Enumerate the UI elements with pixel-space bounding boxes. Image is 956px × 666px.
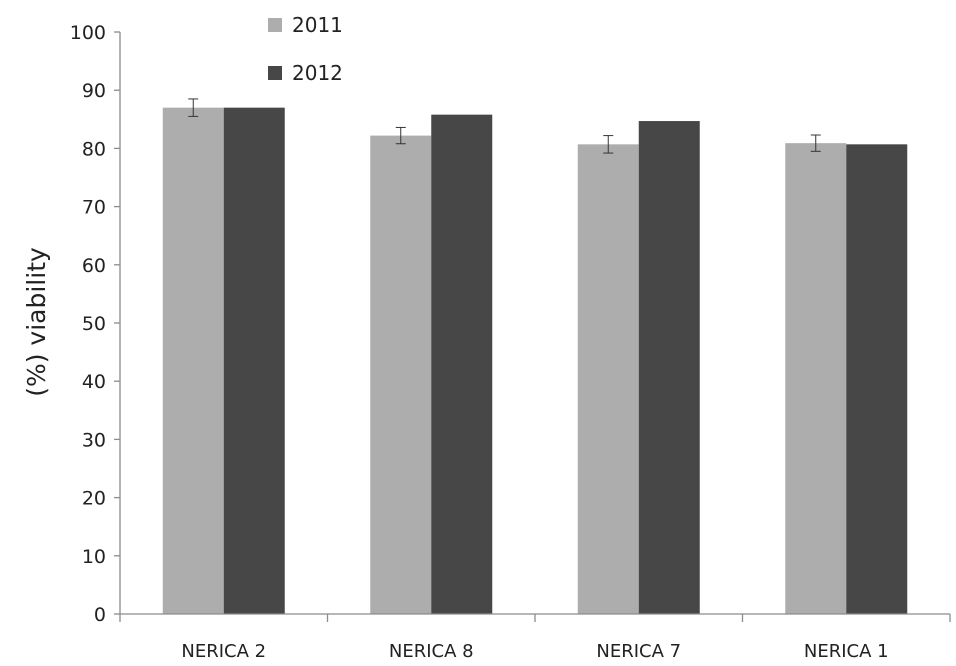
legend-label-2012: 2012 — [292, 61, 343, 85]
y-tick-label: 80 — [82, 138, 106, 160]
bar-2012-nerica-2 — [223, 107, 285, 614]
bars-group — [162, 107, 908, 615]
bar-2011-nerica-2 — [162, 107, 224, 614]
legend-label-2011: 2011 — [292, 13, 343, 37]
legend-swatch-2011 — [268, 18, 282, 32]
bar-2011-nerica-1 — [785, 143, 847, 615]
y-tick-label: 70 — [82, 197, 106, 219]
bar-2012-nerica-8 — [431, 114, 493, 615]
y-tick-label: 40 — [82, 371, 106, 393]
x-tick-label: NERICA 8 — [389, 641, 474, 662]
y-tick-label: 30 — [82, 429, 106, 451]
bar-2012-nerica-7 — [638, 121, 700, 615]
error-bars-group — [188, 98, 821, 154]
y-axis-label: (%) viability — [22, 247, 51, 397]
bar-2011-nerica-8 — [370, 135, 432, 614]
x-tick-label: NERICA 2 — [181, 641, 266, 662]
y-tick-label: 0 — [94, 604, 106, 626]
y-tick-label: 60 — [82, 255, 106, 277]
y-tick-label: 10 — [82, 546, 106, 568]
y-tick-label: 100 — [70, 22, 106, 44]
y-tick-label: 50 — [82, 313, 106, 335]
axes-group: 0 10 20 30 40 50 60 70 80 90 100 NERICA 2 NERICA 8 NE… — [70, 22, 951, 662]
bar-2011-nerica-7 — [577, 144, 639, 615]
y-tick-label: 90 — [82, 80, 106, 102]
y-tick-label: 20 — [82, 488, 106, 510]
x-tick-label: NERICA 7 — [596, 641, 681, 662]
legend: 2011 2012 — [268, 13, 343, 85]
legend-swatch-2012 — [268, 66, 282, 80]
bar-2012-nerica-1 — [846, 144, 908, 615]
x-tick-label: NERICA 1 — [804, 641, 889, 662]
